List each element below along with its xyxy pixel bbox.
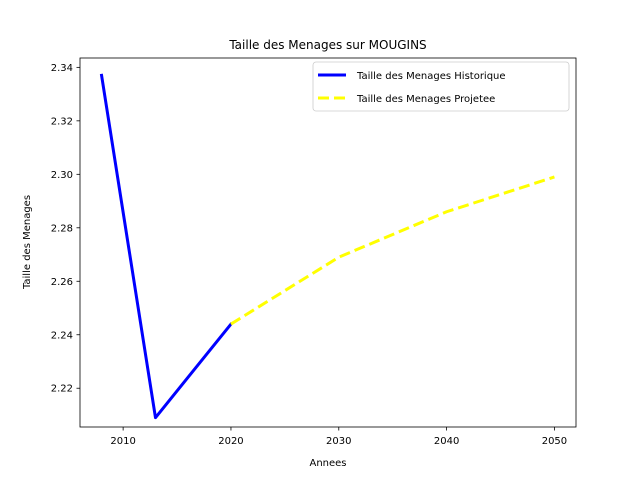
y-tick-label: 2.28 [51,223,73,234]
y-tick-label: 2.30 [51,170,73,181]
x-tick-label: 2010 [110,436,135,447]
x-tick-label: 2050 [542,436,567,447]
legend-label: Taille des Menages Projetee [356,94,495,105]
legend-box [312,61,570,112]
x-axis: 2010 2020 2030 2040 2050 [110,427,567,447]
y-axis: 2.22 2.24 2.26 2.28 2.30 2.32 2.34 [51,63,80,395]
legend-label: Taille des Menages Historique [356,71,506,82]
x-tick-label: 2040 [434,436,459,447]
plot-area [80,58,576,427]
y-tick-label: 2.34 [51,63,73,74]
y-axis-title: Taille des Menages [22,195,33,290]
y-tick-label: 2.24 [51,330,73,341]
y-tick-label: 2.22 [51,384,73,395]
series-line-projetee [230,175,555,326]
x-axis-title: Annees [309,458,346,469]
x-tick-label: 2020 [218,436,243,447]
y-tick-label: 2.32 [51,116,73,127]
x-tick-label: 2030 [326,436,351,447]
plot-frame [79,57,577,428]
series-layer [99,73,555,420]
legend: Taille des Menages Historique Taille des … [312,61,570,112]
chart-title: Taille des Menages sur MOUGINS [228,38,426,52]
series-line-historique [99,73,234,420]
y-tick-label: 2.26 [51,277,73,288]
